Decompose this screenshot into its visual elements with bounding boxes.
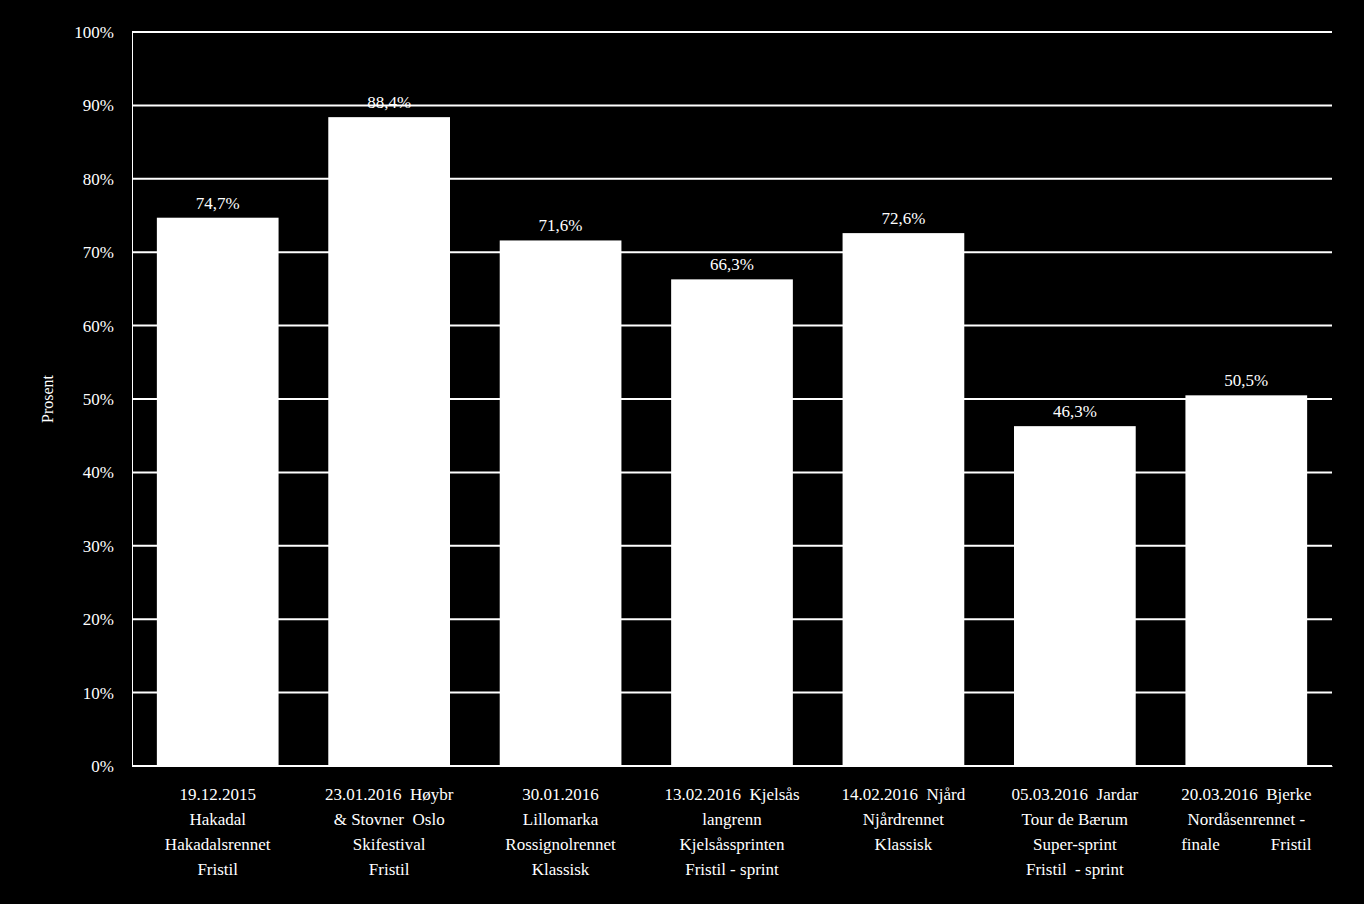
y-axis: 0% 10% 20% 30% 40% 50% 60% 70% 80% 90% 100% [74,23,132,776]
bar [157,218,279,766]
data-label: 71,6% [539,216,583,235]
data-label: 88,4% [367,93,411,112]
data-labels: 74,7% 88,4% 71,6% 66,3% 72,6% 46,3% 50,5% [196,93,1268,421]
y-tick-label: 20% [83,610,114,629]
data-label: 50,5% [1224,371,1268,390]
x-tick-label: 30.01.2016LillomarkaRossignolrennetKlass… [505,785,616,879]
y-tick: 90% [83,96,132,115]
y-tick-label: 30% [83,537,114,556]
x-tick: 05.03.2016 JardarTour de BærumSuper-spri… [1012,766,1139,879]
x-axis: 19.12.2015HakadalHakadalsrennetFristil 23… [133,766,1333,879]
x-tick: 13.02.2016 KjelsåslangrennKjelsåssprinte… [664,766,799,879]
y-tick: 10% [83,684,132,703]
y-tick: 70% [83,243,132,262]
y-tick-label: 80% [83,170,114,189]
x-tick-label: 20.03.2016 BjerkeNordåsenrennet -finale … [1181,785,1312,854]
y-tick: 80% [83,170,132,189]
bar [671,279,793,766]
y-tick-label: 10% [83,684,114,703]
x-tick: 30.01.2016LillomarkaRossignolrennetKlass… [505,766,616,879]
y-tick: 60% [83,317,132,336]
y-tick-label: 0% [91,757,114,776]
x-tick-label: 05.03.2016 JardarTour de BærumSuper-spri… [1012,785,1139,879]
x-tick: 23.01.2016 Høybr& Stovner OsloSkifestiva… [325,766,454,879]
x-tick: 14.02.2016 NjårdNjårdrennetKlassisk [842,766,966,854]
bar [843,233,965,766]
y-axis-line [132,33,133,767]
y-tick-label: 90% [83,96,114,115]
bar [328,117,450,766]
y-tick-label: 40% [83,463,114,482]
y-tick: 30% [83,537,132,556]
bar [1185,395,1307,766]
x-tick-label: 19.12.2015HakadalHakadalsrennetFristil [165,785,271,879]
x-tick-label: 14.02.2016 NjårdNjårdrennetKlassisk [842,785,966,854]
y-tick-label: 70% [83,243,114,262]
y-tick-label: 100% [74,23,114,42]
bars [157,117,1307,766]
grid-line [132,178,1332,180]
y-tick: 100% [74,23,132,42]
grid-line [132,251,1332,253]
y-tick: 20% [83,610,132,629]
bar [1014,426,1136,766]
bar [500,240,622,766]
grid-line [132,31,1332,33]
data-label: 72,6% [881,209,925,228]
x-tick-label: 13.02.2016 KjelsåslangrennKjelsåssprinte… [664,785,799,879]
data-label: 66,3% [710,255,754,274]
data-label: 74,7% [196,194,240,213]
y-tick-label: 50% [83,390,114,409]
x-axis-line [133,766,1333,767]
grid [132,32,1332,766]
x-tick: 20.03.2016 BjerkeNordåsenrennet -finale … [1181,766,1312,854]
grid-line [132,104,1332,106]
chart: 0% 10% 20% 30% 40% 50% 60% 70% 80% 90% 100% Prosent… [0,0,1364,904]
data-label: 46,3% [1053,402,1097,421]
x-tick-label: 23.01.2016 Høybr& Stovner OsloSkifestiva… [325,785,454,879]
y-tick-label: 60% [83,317,114,336]
x-tick: 19.12.2015HakadalHakadalsrennetFristil [165,766,271,879]
y-tick: 40% [83,463,132,482]
y-tick: 50% [83,390,132,409]
y-tick: 0% [91,757,132,776]
y-axis-title: Prosent [39,374,56,423]
